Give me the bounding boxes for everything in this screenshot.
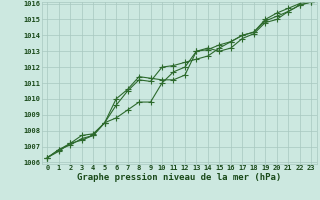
X-axis label: Graphe pression niveau de la mer (hPa): Graphe pression niveau de la mer (hPa) xyxy=(77,173,281,182)
